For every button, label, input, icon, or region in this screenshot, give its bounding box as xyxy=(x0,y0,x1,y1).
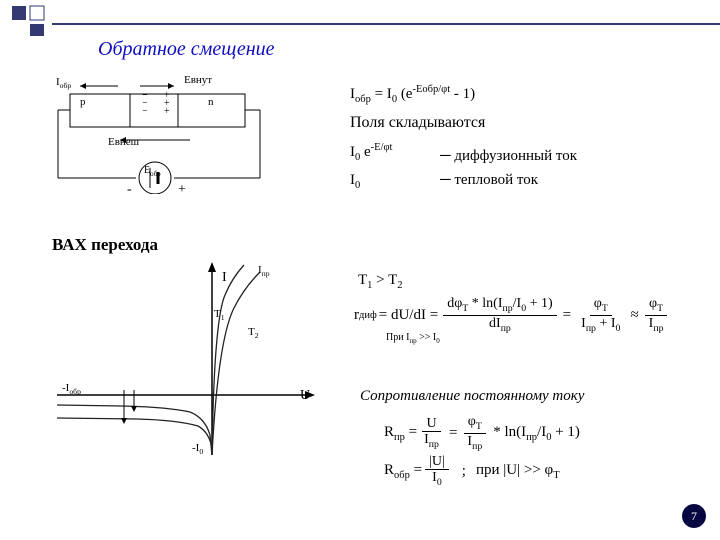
vah-minusIobr: -Iобр xyxy=(62,382,81,396)
eq-Rpr: Rпр = U Iпр = φT Iпр * ln(Iпр/I0 + 1) xyxy=(384,414,580,452)
label-n: n xyxy=(208,96,214,108)
eq-rdif: rдиф = dU/dI = dφT * ln(Iпр/I0 + 1) dIпр… xyxy=(354,296,671,334)
page-number-badge: 7 xyxy=(682,504,706,528)
vah-heading: ВАХ перехода xyxy=(52,235,158,255)
vah-T1-label: T1 xyxy=(214,308,225,322)
eq-diffusion-lhs: I0 e-E/φt xyxy=(350,142,392,163)
label-Eobr: Еобр xyxy=(144,165,161,178)
text-fields-sum: Поля складываются xyxy=(350,114,485,132)
eq-diffusion-rhs: ─ диффузионный ток xyxy=(440,148,577,165)
vah-minusI0: -I0 xyxy=(192,442,203,456)
heading-dc-resistance: Сопротивление постоянному току xyxy=(360,388,584,405)
label-Eint: Евнут xyxy=(184,74,212,86)
eq-thermal-lhs: I0 xyxy=(350,172,360,191)
label-Eext: Евнеш xyxy=(108,136,139,148)
vah-U-axis: U xyxy=(300,388,310,404)
label-p: p xyxy=(80,96,86,108)
vah-T2-label: T2 xyxy=(248,326,259,340)
eq-Iobr: Iобр = I0 (e-Eобр/φt - 1) xyxy=(350,84,475,105)
eq-rdif-cond: При Iпр >> I0 xyxy=(386,332,440,345)
junction-plus: +++ xyxy=(164,92,170,116)
eq-T1gtT2: T1 > T2 xyxy=(358,272,403,291)
eq-Robr: Rобр = |U| I0 ; при |U| >> φT xyxy=(384,454,560,489)
page-title: Обратное смещение xyxy=(98,38,275,61)
junction-minus: −−− xyxy=(142,92,148,116)
terminal-plus: + xyxy=(178,182,186,198)
label-Iobr: Iобр xyxy=(56,76,71,90)
page-decoration xyxy=(0,0,720,36)
vah-chart xyxy=(52,260,332,470)
vah-I-axis: I xyxy=(222,270,227,286)
terminal-minus: - xyxy=(127,182,132,198)
eq-thermal-rhs: ─ тепловой ток xyxy=(440,172,538,189)
vah-Ipr-label: Iпр xyxy=(258,264,270,278)
